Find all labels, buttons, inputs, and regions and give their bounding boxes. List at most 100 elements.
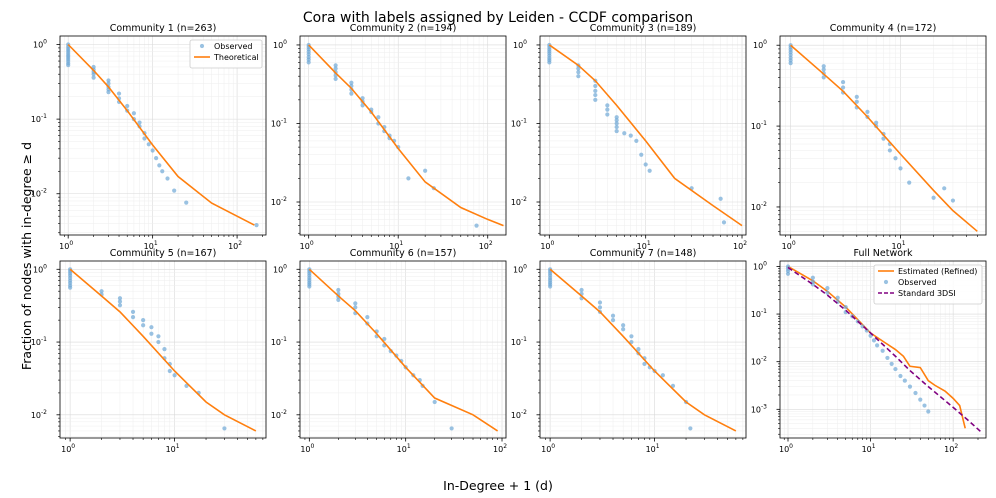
y-tick-label: 100: [273, 39, 287, 50]
data-point: [874, 120, 879, 125]
y-tick-label: 10-2: [751, 356, 767, 367]
data-point: [106, 90, 111, 95]
data-point: [639, 152, 644, 157]
data-point: [116, 91, 122, 96]
subplot-title: Community 7 (n=148): [590, 248, 697, 259]
y-tick-label: 10-2: [511, 409, 527, 420]
y-tick-label: 10-2: [751, 201, 767, 212]
data-point: [907, 384, 913, 389]
data-point: [785, 271, 791, 276]
x-tick-label: 101: [166, 443, 180, 454]
y-tick-label: 100: [753, 39, 767, 50]
data-point: [449, 426, 454, 431]
data-point: [721, 220, 727, 225]
data-point: [99, 289, 104, 294]
data-point: [125, 103, 130, 109]
data-point: [406, 176, 411, 181]
data-point: [871, 338, 877, 343]
data-point: [306, 60, 311, 65]
data-point: [931, 195, 936, 200]
data-point: [907, 180, 912, 185]
data-point: [628, 133, 633, 138]
data-point: [548, 284, 553, 289]
data-point: [926, 409, 931, 414]
theoretical-line: [549, 268, 737, 432]
data-point: [854, 94, 859, 99]
data-point: [614, 128, 619, 134]
subplot-title: Community 5 (n=167): [110, 248, 217, 259]
data-point: [614, 118, 619, 123]
data-point: [597, 305, 603, 310]
x-tick-label: 101: [397, 443, 411, 454]
subplot-3: 100 101 102 10-2 10-1 100 Community 3 (n=189): [511, 23, 747, 251]
y-tick-label: 100: [513, 263, 527, 274]
data-point: [91, 72, 96, 77]
data-point: [629, 334, 634, 339]
y-tick-label: 10-1: [511, 336, 527, 347]
x-tick-label: 100: [779, 443, 793, 454]
subplot-2: 100 101 102 10-2 10-1 100 Community 2 (n=194): [271, 23, 507, 251]
data-point: [141, 318, 146, 323]
axes-frame: [539, 260, 747, 439]
data-point: [597, 300, 603, 305]
observed-points: [68, 267, 227, 431]
observed-points: [66, 42, 259, 228]
data-point: [918, 397, 923, 402]
data-point: [902, 378, 907, 383]
data-point: [605, 107, 610, 112]
y-tick-label: 10-2: [31, 409, 47, 420]
subplot-4: 100 101 10-2 10-1 100 Community 4 (n=172): [751, 23, 987, 251]
y-tick-label: 100: [33, 263, 47, 274]
data-point: [642, 361, 647, 367]
data-point: [788, 52, 793, 57]
data-point: [162, 347, 167, 352]
data-point: [547, 60, 552, 65]
theoretical-line: [308, 44, 504, 227]
data-point: [614, 115, 619, 120]
y-tick-label: 100: [513, 39, 527, 50]
data-point: [622, 131, 627, 136]
data-point: [922, 403, 927, 408]
data-point: [382, 336, 387, 342]
y-tick-label: 10-2: [271, 196, 287, 207]
data-point: [593, 88, 598, 93]
data-point: [333, 63, 338, 68]
data-point: [137, 120, 142, 125]
data-point: [576, 70, 581, 75]
data-point: [889, 361, 894, 366]
data-point: [621, 327, 626, 332]
theoretical-line: [308, 268, 499, 432]
data-point: [887, 148, 892, 153]
subplot-title: Community 3 (n=189): [590, 23, 697, 34]
data-point: [660, 373, 665, 378]
data-point: [360, 103, 365, 108]
subplot-6: 100 101 102 10-2 10-1 100 Community 6 (n=157): [271, 248, 507, 454]
data-point: [593, 83, 598, 89]
standard-3dsi-line: [787, 266, 982, 433]
data-point: [130, 309, 136, 314]
subplot-1: 100 101 102 10-2 10-1 100 Community 1 (n=263) O…: [31, 23, 267, 251]
data-point: [913, 390, 918, 396]
y-tick-label: 10-1: [751, 120, 767, 131]
data-point: [605, 103, 610, 108]
legend-marker: [883, 279, 889, 285]
data-point: [376, 115, 381, 120]
grid: [59, 261, 266, 438]
data-point: [843, 304, 848, 310]
data-point: [106, 78, 111, 83]
legend: Observed Theoretical: [189, 39, 263, 69]
data-point: [117, 296, 123, 301]
data-point: [349, 80, 354, 85]
data-point: [68, 285, 73, 290]
data-point: [835, 295, 840, 300]
x-tick-label: 100: [61, 443, 75, 454]
data-point: [150, 148, 155, 153]
data-point: [353, 305, 358, 310]
axes-frame: [299, 260, 507, 439]
data-point: [898, 166, 903, 171]
x-tick-label: 100: [540, 240, 554, 251]
grid: [299, 261, 506, 438]
data-point: [333, 66, 338, 71]
x-tick-label: 100: [782, 240, 796, 251]
